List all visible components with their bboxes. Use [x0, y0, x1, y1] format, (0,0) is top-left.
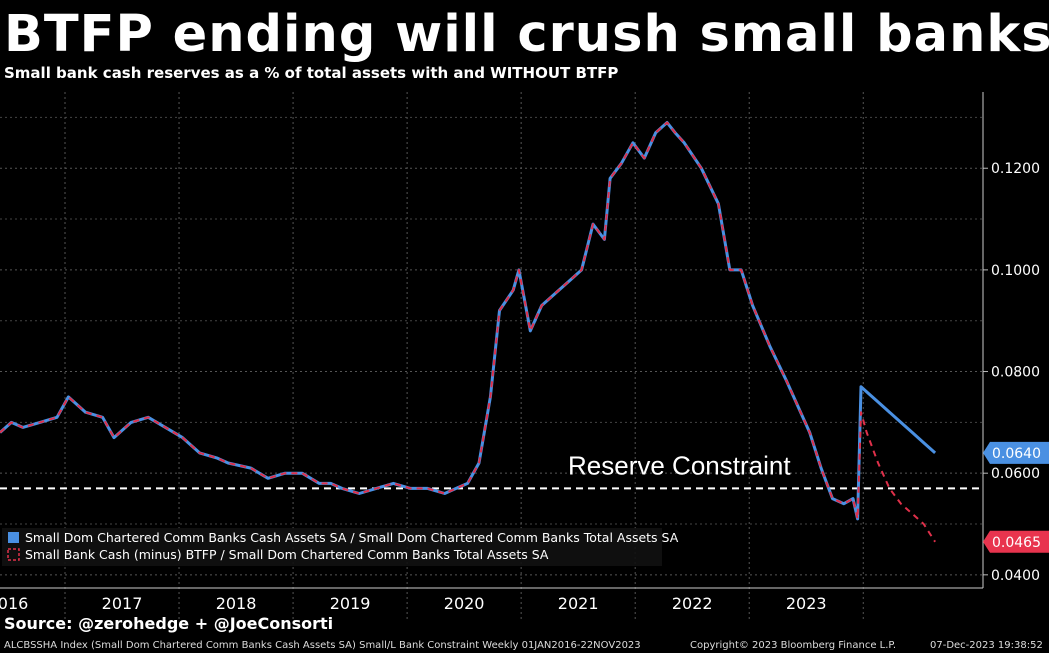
- legend-label: Small Dom Chartered Comm Banks Cash Asse…: [25, 530, 679, 545]
- x-tick-label: 2023: [786, 594, 827, 613]
- legend-swatch-solid: [8, 532, 19, 543]
- series-lines: [0, 121, 937, 543]
- x-tick-label: 2020: [444, 594, 485, 613]
- chart-title: BTFP ending will crush small banks: [4, 5, 1049, 64]
- legend: Small Dom Chartered Comm Banks Cash Asse…: [2, 528, 679, 566]
- x-tick-label: 2022: [672, 594, 713, 613]
- x-tick-label: 2017: [102, 594, 143, 613]
- series-without-btfp-line: [0, 121, 936, 543]
- source-text: Source: @zerohedge + @JoeConsorti: [4, 614, 334, 633]
- chart-subtitle: Small bank cash reserves as a % of total…: [4, 64, 619, 82]
- legend-swatch-dashed: [7, 548, 20, 561]
- footer-left: ALCBSSHA Index (Small Dom Chartered Comm…: [4, 640, 641, 651]
- y-tick-label: 0.1000: [991, 263, 1040, 279]
- footer-middle: Copyright© 2023 Bloomberg Finance L.P.: [690, 640, 897, 651]
- x-tick-label: 2018: [216, 594, 257, 613]
- x-tick-label: 2021: [558, 594, 599, 613]
- y-tick-label: 0.1200: [991, 161, 1040, 177]
- legend-label: Small Bank Cash (minus) BTFP / Small Dom…: [25, 547, 549, 562]
- x-axis: 2016 2017 2018 2019 2020 2021 2022 2023: [0, 587, 983, 613]
- y-tick-label: 0.0800: [991, 365, 1040, 381]
- last-value-text: 0.0640: [992, 446, 1041, 462]
- reserve-constraint-label: Reserve Constraint: [568, 450, 791, 480]
- y-axis: 0.0400 0.0600 0.0800 0.1000 0.1200: [982, 92, 1040, 588]
- last-value-labels: 0.0640 0.0465: [983, 441, 1049, 553]
- last-value-badge: [983, 441, 1049, 464]
- reference-line-group: Reserve Constraint: [0, 450, 983, 490]
- x-tick-label: 2019: [330, 594, 371, 613]
- y-tick-label: 0.0600: [991, 466, 1040, 482]
- x-tick-label: 2016: [0, 594, 28, 613]
- footer-right: 07-Dec-2023 19:38:52: [930, 640, 1043, 651]
- legend-background: [2, 528, 662, 566]
- last-value-badge: [983, 530, 1049, 553]
- last-value-text: 0.0465: [992, 535, 1041, 551]
- y-tick-label: 0.0400: [991, 568, 1040, 584]
